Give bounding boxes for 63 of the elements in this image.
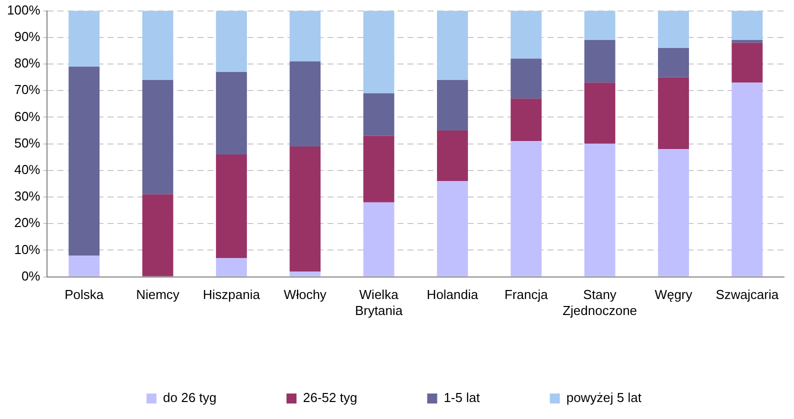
bar [510, 98, 542, 142]
y-tick-label: 60% [14, 108, 41, 124]
bar [658, 48, 689, 78]
bar [68, 256, 100, 276]
bar [436, 10, 468, 80]
x-tick-label: Niemcy [136, 287, 180, 302]
legend-label: 26-52 tyg [303, 390, 358, 406]
bar [436, 181, 468, 276]
bar [658, 149, 689, 276]
bar [363, 136, 394, 202]
x-tick-label: Wielka Brytania [354, 287, 404, 318]
bar [363, 10, 394, 94]
y-tick-label: 0% [21, 268, 41, 284]
bar [68, 10, 100, 67]
bar [436, 130, 468, 182]
bar [658, 77, 689, 150]
x-tick-label: Węgry [654, 287, 693, 302]
bar [68, 66, 100, 256]
bar [510, 58, 542, 99]
x-tick-label: Szwajcaria [716, 287, 780, 302]
bar [732, 40, 763, 43]
bar [584, 144, 616, 276]
bar [216, 10, 247, 72]
bar [363, 202, 394, 276]
y-tick-label: 90% [14, 28, 41, 44]
bar [142, 80, 174, 194]
legend-label: do 26 tyg [163, 390, 217, 406]
x-tick-label: Holandia [426, 287, 479, 302]
y-tick-label: 40% [14, 162, 41, 177]
x-tick-label: Hiszpania [202, 287, 261, 302]
bar [436, 80, 468, 130]
bar [142, 10, 174, 80]
x-tick-label: Stany Zjednoczone [562, 287, 638, 318]
bar [732, 42, 763, 83]
legend-label: powyżej 5 lat [566, 390, 642, 406]
bar [732, 82, 763, 276]
y-tick-label: 100% [7, 2, 41, 18]
bar [584, 40, 616, 83]
y-tick-label: 10% [14, 242, 41, 257]
legend-label: 1-5 lat [444, 390, 480, 406]
bar [142, 194, 174, 276]
y-tick-label: 80% [14, 56, 41, 71]
x-tick-label: Polska [64, 287, 104, 302]
bar [363, 93, 394, 136]
bar [732, 10, 763, 40]
bar [216, 258, 247, 276]
bar [584, 82, 616, 144]
bar [216, 72, 247, 154]
bar [510, 141, 542, 276]
bar [290, 61, 321, 146]
bar [290, 10, 321, 62]
bar [290, 146, 321, 272]
y-tick-label: 50% [14, 135, 41, 150]
y-tick-label: 70% [14, 82, 41, 98]
x-tick-label: Włochy [284, 287, 327, 302]
bar [510, 10, 542, 59]
bar [290, 271, 321, 276]
bar [658, 10, 689, 48]
bar [584, 10, 616, 40]
y-tick-label: 30% [14, 188, 41, 204]
bar [216, 154, 247, 258]
y-tick-label: 20% [14, 215, 41, 230]
x-tick-label: Francja [504, 287, 549, 302]
